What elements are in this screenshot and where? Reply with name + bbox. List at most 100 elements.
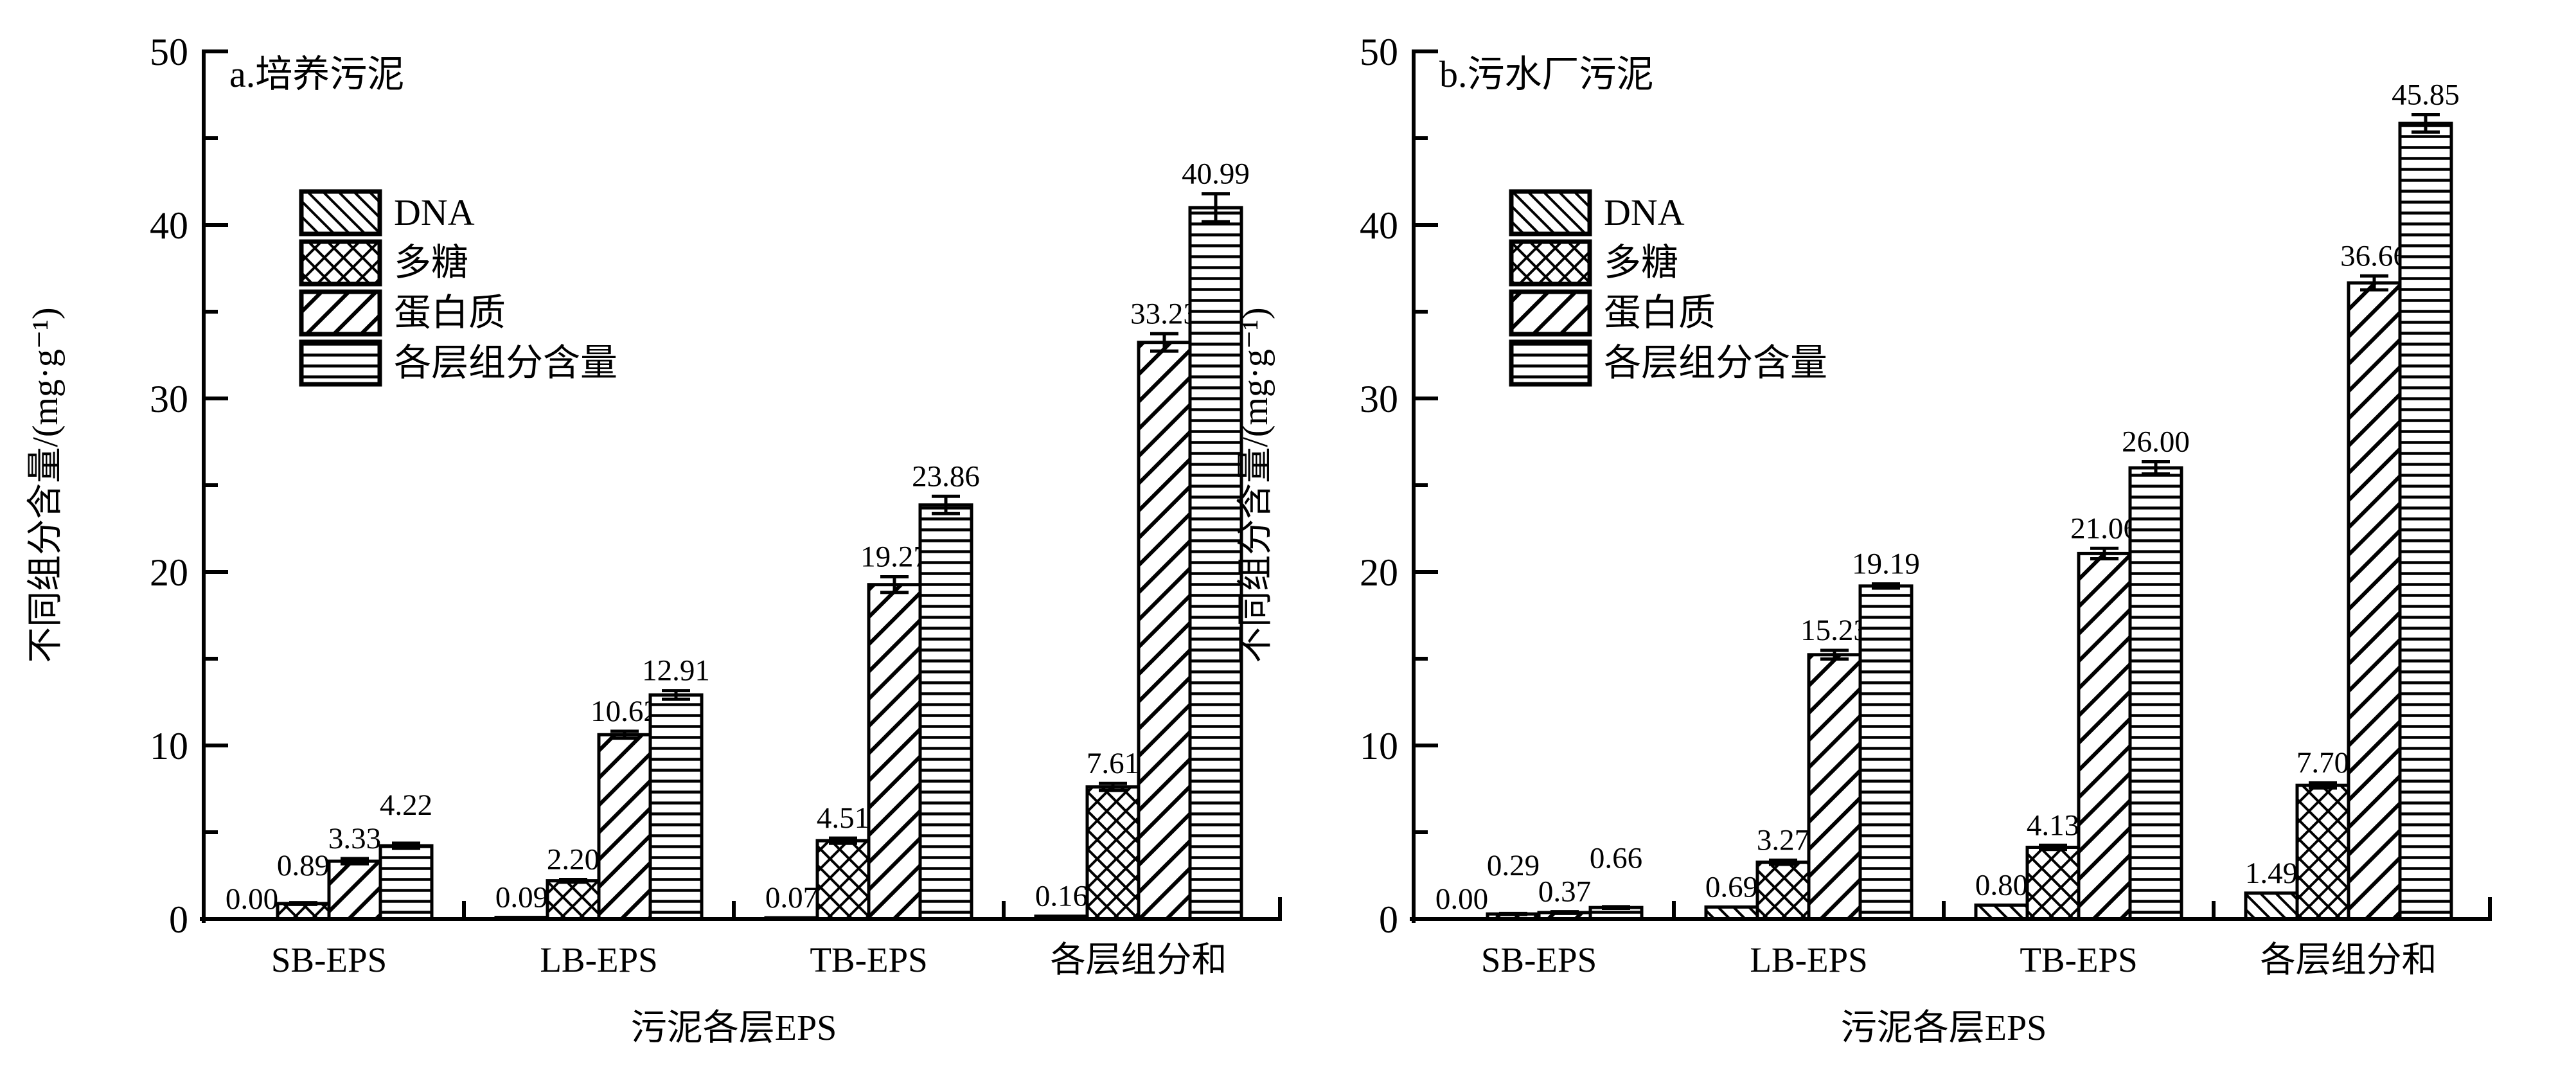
value-label: 40.99 [1182, 157, 1250, 191]
legend-swatch-crosshatch [1509, 239, 1592, 287]
y-axis-title: 不同组分含量/(mg·g⁻¹) [26, 307, 66, 663]
x-axis-title: 污泥各层EPS [1841, 1008, 2047, 1048]
value-label: 15.23 [1800, 614, 1869, 647]
value-label: 1.49 [2245, 857, 2298, 890]
error-bar-b-LB-EPS-各层组分含量 [1872, 582, 1900, 590]
value-label: 7.70 [2296, 746, 2349, 780]
value-label: 3.27 [1757, 823, 1809, 857]
legend-swatch-slash [1509, 289, 1592, 337]
error-bar-a-LB-EPS-多糖 [559, 877, 587, 884]
bar-a-各层组分和-多糖 [1085, 785, 1141, 921]
bar-a-LB-EPS-各层组分含量 [648, 693, 704, 921]
y-tick-label: 40 [150, 204, 188, 247]
y-tick-label: 10 [150, 725, 188, 767]
x-axis-title: 污泥各层EPS [631, 1008, 837, 1048]
y-tick-label: 10 [1360, 725, 1398, 767]
bar-b-LB-EPS-各层组分含量 [1858, 584, 1914, 921]
x-category-label: 各层组分和 [2260, 940, 2437, 979]
panel-title: b.污水厂污泥 [1439, 53, 1654, 95]
y-tick-label: 40 [1360, 204, 1398, 247]
bar-a-TB-EPS-多糖 [815, 839, 871, 921]
error-bar-b-LB-EPS-蛋白质 [1820, 648, 1849, 661]
value-label: 19.27 [860, 540, 928, 574]
x-category-label: TB-EPS [2020, 940, 2137, 979]
y-tick-label: 30 [1360, 378, 1398, 420]
value-label: 0.00 [1435, 882, 1488, 916]
value-label: 4.22 [380, 789, 432, 822]
bar-b-TB-EPS-多糖 [2025, 845, 2081, 921]
error-bar-b-LB-EPS-多糖 [1769, 858, 1797, 866]
bar-a-LB-EPS-多糖 [546, 879, 601, 921]
x-category-label: LB-EPS [540, 940, 657, 979]
bar-a-各层组分和-各层组分含量 [1188, 206, 1243, 921]
error-bar-a-TB-EPS-蛋白质 [880, 575, 909, 594]
value-label: 2.20 [547, 843, 600, 876]
error-bar-a-LB-EPS-各层组分含量 [662, 689, 690, 701]
legend-label: DNA [1604, 192, 1685, 233]
x-category-label: 各层组分和 [1050, 940, 1227, 979]
y-tick-label: 50 [1360, 31, 1398, 73]
legend-label: 蛋白质 [1604, 292, 1716, 334]
value-label: 0.80 [1975, 868, 2028, 902]
error-bar-a-TB-EPS-各层组分含量 [932, 494, 960, 515]
bar-a-TB-EPS-各层组分含量 [918, 503, 973, 921]
value-label: 4.13 [2027, 808, 2079, 842]
x-category-label: LB-EPS [1750, 940, 1867, 979]
bar-b-各层组分和-蛋白质 [2347, 281, 2402, 921]
value-label: 45.85 [2392, 78, 2460, 112]
error-bar-b-SB-EPS-蛋白质 [1550, 910, 1579, 915]
error-bar-b-各层组分和-多糖 [2309, 781, 2337, 790]
error-bar-a-TB-EPS-多糖 [829, 836, 857, 845]
error-bar-b-TB-EPS-各层组分含量 [2142, 460, 2170, 476]
error-bar-b-TB-EPS-多糖 [2039, 843, 2067, 852]
value-label: 0.66 [1590, 842, 1642, 875]
bar-a-LB-EPS-蛋白质 [597, 733, 652, 921]
value-label: 21.06 [2070, 512, 2138, 545]
legend-label: 各层组分含量 [394, 342, 617, 384]
y-tick-label: 20 [150, 551, 188, 594]
bar-a-SB-EPS-蛋白质 [327, 859, 382, 921]
legend-swatch-backslash [1509, 189, 1592, 236]
legend-swatch-slash [299, 289, 382, 337]
y-tick-label: 20 [1360, 551, 1398, 594]
legend-label: 多糖 [394, 242, 468, 283]
value-label: 26.00 [2122, 425, 2190, 459]
bar-b-TB-EPS-蛋白质 [2077, 551, 2132, 921]
legend-swatch-backslash [299, 189, 382, 236]
legend-label: DNA [394, 192, 475, 233]
error-bar-a-各层组分和-各层组分含量 [1202, 192, 1230, 224]
error-bar-a-SB-EPS-蛋白质 [341, 857, 369, 866]
error-bar-b-SB-EPS-多糖 [1499, 911, 1527, 916]
value-label: 10.62 [591, 695, 659, 728]
bar-b-各层组分和-各层组分含量 [2398, 121, 2453, 921]
value-label: 4.51 [817, 801, 869, 835]
bar-b-LB-EPS-蛋白质 [1807, 653, 1862, 921]
bar-b-TB-EPS-各层组分含量 [2128, 466, 2183, 921]
value-label: 0.29 [1487, 849, 1540, 882]
y-tick-label: 30 [150, 378, 188, 420]
value-label: 0.16 [1035, 880, 1088, 913]
legend-label: 蛋白质 [394, 292, 506, 334]
panels-root: 0.000.893.334.22SB-EPS0.092.2010.6212.91… [26, 31, 2492, 1048]
value-label: 33.23 [1130, 297, 1198, 330]
bar-b-TB-EPS-DNA [1974, 903, 2029, 921]
legend-label: 各层组分含量 [1604, 342, 1827, 384]
legend-swatch-crosshatch [299, 239, 382, 287]
error-bar-b-SB-EPS-各层组分含量 [1602, 905, 1630, 911]
value-label: 12.91 [642, 654, 710, 688]
bar-b-LB-EPS-多糖 [1755, 861, 1811, 921]
value-label: 0.69 [1705, 870, 1758, 904]
panel-a: 0.000.893.334.22 SB-EPS 0.09 2.20 10.62 12.91… [26, 31, 1282, 1048]
value-label: 0.07 [765, 881, 818, 914]
value-label: 19.19 [1852, 548, 1920, 581]
value-label: 0.00 [226, 882, 278, 916]
bar-a-SB-EPS-各层组分含量 [378, 844, 434, 921]
error-bar-a-SB-EPS-各层组分含量 [392, 841, 420, 850]
panel-title: a.培养污泥 [229, 53, 404, 95]
value-label: 7.61 [1087, 747, 1139, 780]
panel-b: 0.000.290.370.66 SB-EPS 0.69 3.27 15.23 19.19… [1236, 31, 2492, 1048]
